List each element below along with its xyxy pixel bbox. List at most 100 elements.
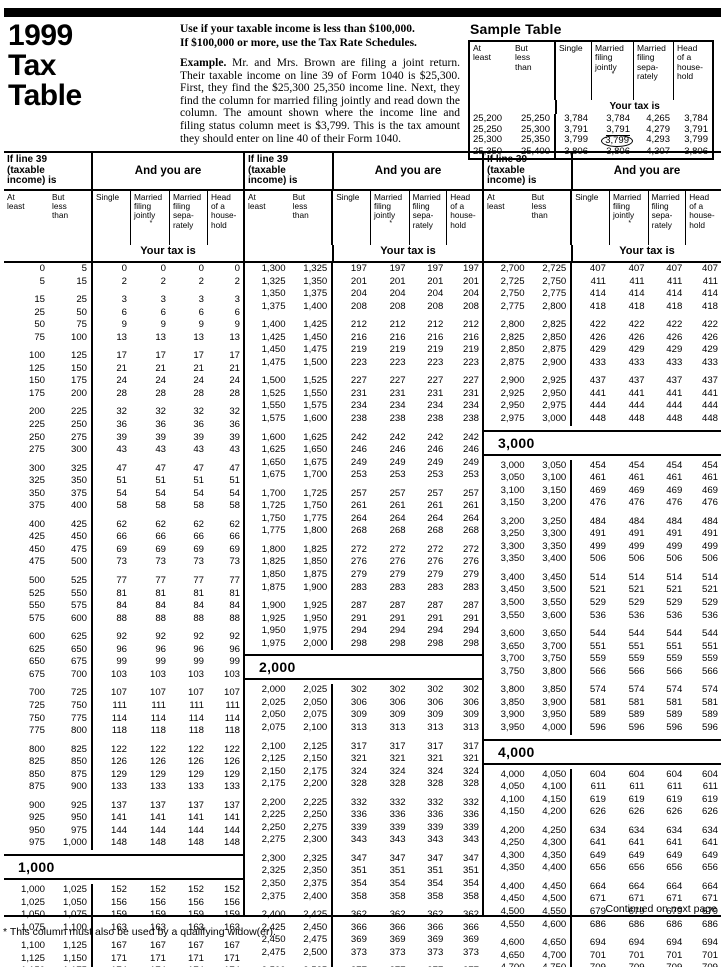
cell-head-of-household: 47 bbox=[229, 462, 240, 474]
cell-married-filing-separately: 212 bbox=[427, 319, 444, 331]
cell-married-filing-jointly: 544 bbox=[628, 628, 645, 640]
cell-but-less-than: 450 bbox=[49, 531, 93, 544]
cell-at-least: 25 bbox=[34, 306, 45, 318]
cell-single: 6 bbox=[121, 306, 127, 318]
gap-but-less-than bbox=[49, 288, 93, 295]
panel-header-mid: At least But less than Single Married filing joi… bbox=[4, 191, 243, 245]
cell-married-filing-jointly: 373 bbox=[389, 946, 406, 958]
sample-cell-married-filing-separately: 4,279 bbox=[646, 123, 670, 135]
cell-at-least: 15 bbox=[34, 294, 45, 306]
cell-single: 54 bbox=[116, 487, 127, 499]
cell-married-filing-jointly: 656 bbox=[628, 862, 645, 874]
cell-but-less-than: 2,525 bbox=[290, 965, 334, 967]
cell-but-less-than: 600 bbox=[49, 612, 93, 626]
cell-married-filing-jointly: 437 bbox=[628, 375, 645, 387]
cell-but-less-than: 4,600 bbox=[529, 918, 573, 932]
cell-married-filing-separately: 491 bbox=[666, 528, 683, 540]
cell-married-filing-jointly: 28 bbox=[155, 387, 166, 399]
cell-head-of-household: 343 bbox=[462, 834, 479, 846]
table-row: 850 875 129 129 129 129 bbox=[4, 768, 243, 782]
cell-married-filing-jointly: 332 bbox=[389, 796, 406, 808]
cell-head-of-household: 92 bbox=[229, 631, 240, 643]
header-single: Single bbox=[572, 191, 610, 245]
table-row: 375 400 58 58 58 58 bbox=[4, 500, 243, 513]
row-group-gap bbox=[484, 818, 721, 825]
cell-head-of-household: 197 bbox=[462, 263, 479, 274]
cell-but-less-than: 2,950 bbox=[529, 387, 573, 401]
cell-but-less-than: 2,125 bbox=[290, 740, 334, 754]
cell-head-of-household: 441 bbox=[701, 387, 718, 399]
table-row: 250 275 39 39 39 39 bbox=[4, 431, 243, 445]
cell-married-filing-separately: 13 bbox=[193, 331, 204, 343]
sample-table-row: 25,300 25,350 3,799 3,799 4,293 3,799 bbox=[470, 134, 712, 148]
cell-but-less-than: 4,150 bbox=[529, 793, 573, 807]
example-label: Example. bbox=[180, 57, 227, 69]
cell-but-less-than: 1,725 bbox=[290, 487, 334, 501]
row-group-gap bbox=[4, 344, 243, 351]
cell-single: 358 bbox=[350, 890, 367, 902]
cell-single: 469 bbox=[589, 484, 606, 496]
cell-head-of-household: 347 bbox=[462, 852, 479, 864]
cell-head-of-household: 448 bbox=[701, 413, 718, 425]
cell-but-less-than: 2,400 bbox=[290, 890, 334, 904]
cell-at-least: 325 bbox=[28, 475, 45, 487]
cell-at-least: 3,500 bbox=[500, 597, 525, 609]
cell-head-of-household: 3 bbox=[234, 294, 240, 306]
cell-single: 566 bbox=[589, 665, 606, 677]
sample-cell-single: 3,791 bbox=[564, 123, 588, 135]
cell-married-filing-separately: 671 bbox=[666, 893, 683, 905]
cell-married-filing-separately: 227 bbox=[427, 375, 444, 387]
cell-single: 634 bbox=[589, 824, 606, 836]
header-married-filing-separately: Married filing sepa-rately bbox=[170, 191, 208, 245]
header-but-less-than: But less than bbox=[49, 191, 93, 245]
cell-at-least: 900 bbox=[28, 799, 45, 811]
cell-but-less-than: 1,375 bbox=[290, 288, 334, 301]
cell-at-least: 2,300 bbox=[261, 852, 286, 864]
cell-but-less-than: 2,075 bbox=[290, 709, 334, 722]
cell-married-filing-separately: 604 bbox=[666, 768, 683, 780]
cell-single: 306 bbox=[350, 696, 367, 708]
cell-head-of-household: 238 bbox=[462, 413, 479, 425]
panel-body: 1,300 1,325 197 197 197 197 1,325 1,350 201 201 20… bbox=[245, 263, 482, 967]
cell-but-less-than: 2,900 bbox=[529, 356, 573, 370]
row-group-gap bbox=[4, 512, 243, 519]
cell-married-filing-separately: 126 bbox=[187, 756, 204, 768]
main-tax-table: If line 39 (taxable income) is And you are A… bbox=[4, 151, 721, 967]
cell-single: 336 bbox=[350, 809, 367, 821]
cell-at-least: 2,950 bbox=[500, 400, 525, 412]
table-row: 1,300 1,325 197 197 197 197 bbox=[245, 263, 482, 276]
cell-at-least: 4,200 bbox=[500, 824, 525, 836]
cell-head-of-household: 253 bbox=[462, 469, 479, 481]
row-group-gap bbox=[4, 681, 243, 688]
cell-single: 2 bbox=[121, 275, 127, 287]
cell-single: 118 bbox=[111, 725, 127, 737]
cell-head-of-household: 444 bbox=[701, 400, 718, 412]
cell-married-filing-jointly: 679 bbox=[628, 905, 645, 917]
cell-but-less-than: 550 bbox=[49, 587, 93, 601]
cell-married-filing-separately: 411 bbox=[667, 275, 683, 287]
cell-at-least: 100 bbox=[28, 350, 45, 362]
cell-at-least: 750 bbox=[28, 712, 45, 724]
cell-married-filing-separately: 174 bbox=[170, 965, 208, 967]
cell-single: 234 bbox=[350, 400, 367, 412]
cell-at-least: 1,325 bbox=[261, 275, 286, 287]
table-row: 1,375 1,400 208 208 208 208 bbox=[245, 300, 482, 314]
cell-single: 694 bbox=[589, 937, 606, 949]
cell-married-filing-separately: 294 bbox=[427, 625, 444, 637]
cell-married-filing-separately: 332 bbox=[427, 796, 444, 808]
cell-single: 521 bbox=[589, 584, 606, 596]
cell-married-filing-jointly: 92 bbox=[155, 631, 166, 643]
header-but-less-than: But less than bbox=[290, 191, 334, 245]
thousand-banner: 2,000 bbox=[245, 654, 482, 681]
cell-at-least: 1,000 bbox=[20, 883, 45, 895]
cell-single: 679 bbox=[589, 905, 606, 917]
table-row: 825 850 126 126 126 126 bbox=[4, 756, 243, 769]
cell-married-filing-separately: 437 bbox=[666, 375, 683, 387]
gap-but-less-than bbox=[529, 874, 573, 881]
cell-married-filing-jointly: 39 bbox=[155, 431, 166, 443]
footnote-text: * This column must also be used by a qua… bbox=[3, 926, 276, 938]
cell-at-least: 875 bbox=[28, 781, 45, 793]
cell-married-filing-separately: 2 bbox=[198, 275, 204, 287]
cell-married-filing-separately: 129 bbox=[187, 768, 204, 780]
row-group-gap bbox=[245, 734, 482, 741]
